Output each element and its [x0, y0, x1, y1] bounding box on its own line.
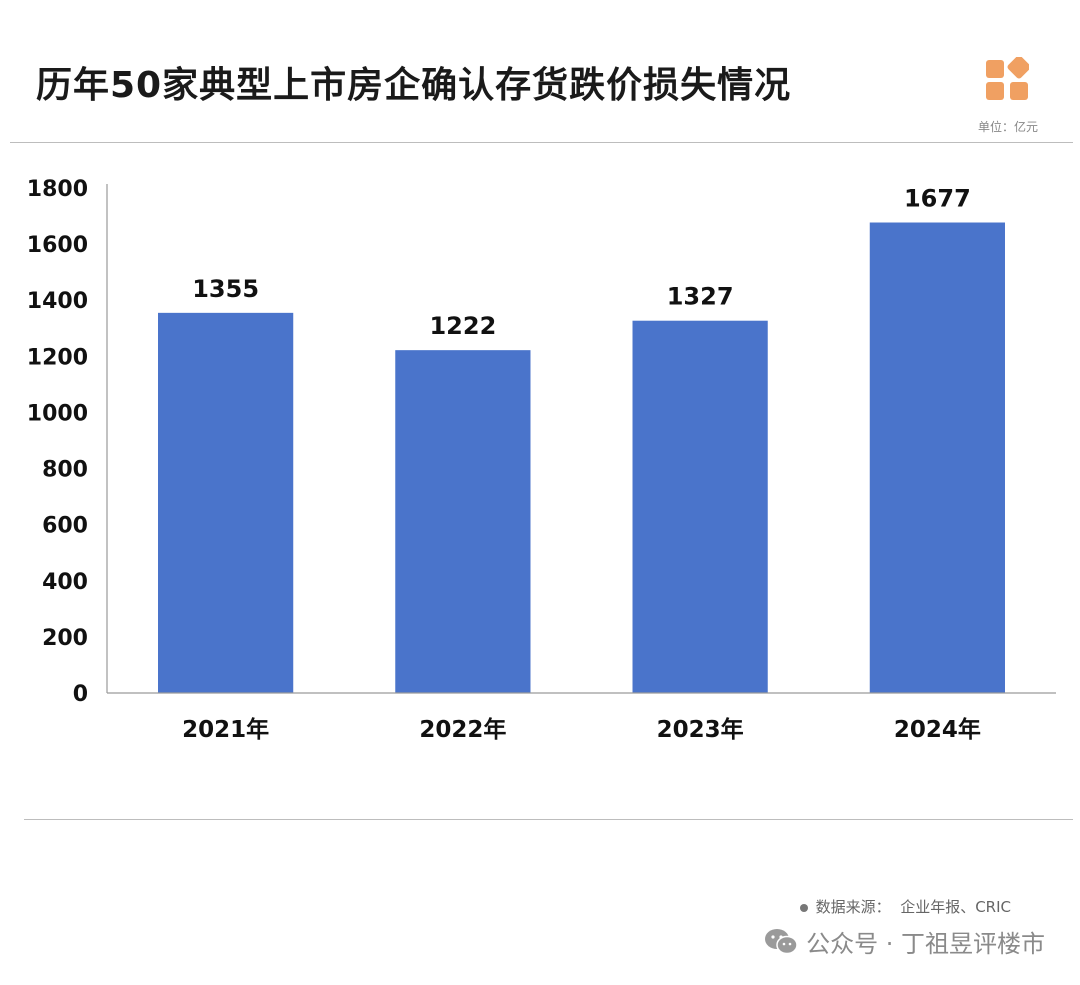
- x-tick-label-2021年: 2021年: [182, 716, 269, 743]
- bars: [158, 222, 1005, 693]
- x-tick-label-2022年: 2022年: [419, 716, 506, 743]
- bar-chart: 0 200 400 600 800 1000 1200 1400 1600 1800 1355 12…: [27, 177, 1056, 743]
- top-divider: [10, 142, 1073, 143]
- x-tick-label-2023年: 2023年: [657, 716, 744, 743]
- bar-2023年: [632, 320, 768, 693]
- bar-2022年: [395, 350, 531, 693]
- y-axis: 0 200 400 600 800 1000 1200 1400 1600 1800: [27, 177, 108, 707]
- data-label-2022年: 1222: [429, 312, 496, 340]
- y-tick-label-600: 600: [42, 514, 88, 539]
- unit-label: 单位：亿元: [977, 120, 1038, 134]
- bar-2024年: [869, 222, 1005, 693]
- x-tick-label-2024年: 2024年: [894, 716, 981, 743]
- data-label-2021年: 1355: [192, 275, 259, 303]
- data-label-2024年: 1677: [904, 185, 971, 213]
- y-tick-label-1200: 1200: [27, 345, 88, 370]
- source-label: 数据来源：: [815, 898, 891, 916]
- source-text: 企业年报、CRIC: [900, 898, 1011, 916]
- y-tick-label-1400: 1400: [27, 289, 88, 314]
- footer-attribution: 公众号 · 丁祖昱评楼市: [764, 924, 1045, 959]
- data-labels: 1355 1222 1327 1677: [192, 185, 971, 341]
- bar-2021年: [158, 312, 294, 693]
- y-tick-label-0: 0: [73, 682, 88, 707]
- bottom-divider: [24, 819, 1073, 820]
- y-tick-label-1800: 1800: [27, 177, 88, 202]
- chart-title: 历年50家典型上市房企确认存货跌价损失情况: [36, 65, 792, 106]
- bullet-dot-icon: [799, 903, 808, 912]
- x-axis: 2021年 2022年 2023年 2024年: [107, 692, 1056, 743]
- wechat-icon: [765, 928, 798, 954]
- brand-logo-icon: [986, 57, 1029, 100]
- y-tick-label-800: 800: [42, 458, 88, 483]
- y-tick-label-400: 400: [42, 570, 88, 595]
- data-label-2023年: 1327: [667, 283, 734, 311]
- y-tick-label-200: 200: [42, 626, 88, 651]
- y-tick-label-1000: 1000: [27, 401, 88, 426]
- source-note: 数据来源： 企业年报、CRIC: [799, 896, 1011, 917]
- y-tick-label-1600: 1600: [27, 233, 88, 258]
- footer-text: 公众号 · 丁祖昱评楼市: [806, 930, 1045, 958]
